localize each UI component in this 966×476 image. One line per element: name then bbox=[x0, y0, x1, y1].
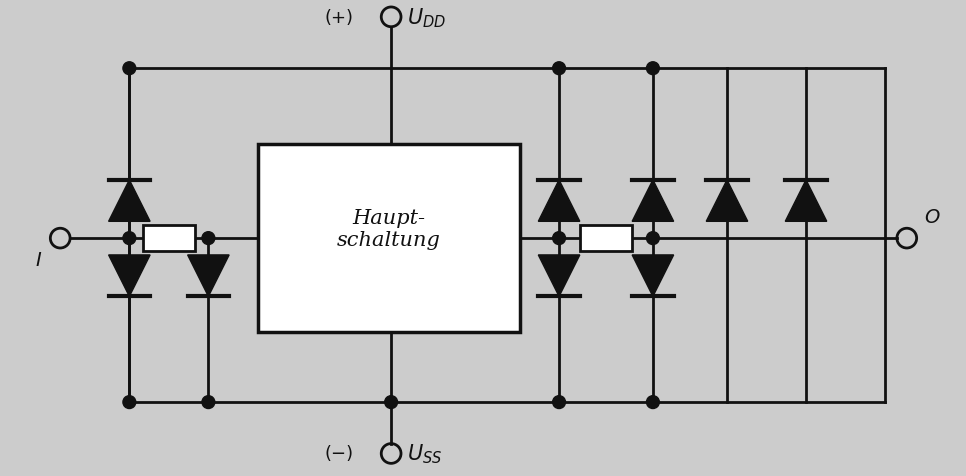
Text: (−): (−) bbox=[325, 445, 354, 463]
Bar bbox=[581, 226, 632, 251]
Polygon shape bbox=[538, 180, 580, 222]
Polygon shape bbox=[632, 256, 673, 297]
Circle shape bbox=[123, 63, 136, 76]
Circle shape bbox=[384, 396, 398, 409]
Circle shape bbox=[553, 232, 565, 245]
Circle shape bbox=[646, 396, 660, 409]
Polygon shape bbox=[706, 180, 748, 222]
Circle shape bbox=[123, 232, 136, 245]
Circle shape bbox=[646, 63, 660, 76]
Polygon shape bbox=[785, 180, 827, 222]
Polygon shape bbox=[538, 256, 580, 297]
Text: $I$: $I$ bbox=[35, 251, 43, 270]
Circle shape bbox=[202, 232, 214, 245]
Polygon shape bbox=[632, 180, 673, 222]
Bar bbox=[258, 145, 520, 332]
Polygon shape bbox=[108, 256, 150, 297]
Circle shape bbox=[553, 396, 565, 409]
Circle shape bbox=[202, 396, 214, 409]
Text: $U_{DD}$: $U_{DD}$ bbox=[407, 6, 446, 30]
Text: $O$: $O$ bbox=[924, 208, 941, 227]
Circle shape bbox=[123, 396, 136, 409]
Text: (+): (+) bbox=[325, 9, 354, 27]
Text: Haupt-
schaltung: Haupt- schaltung bbox=[337, 208, 440, 249]
Polygon shape bbox=[108, 180, 150, 222]
Circle shape bbox=[553, 63, 565, 76]
Polygon shape bbox=[187, 256, 229, 297]
Circle shape bbox=[646, 232, 660, 245]
Text: $U_{SS}$: $U_{SS}$ bbox=[407, 442, 442, 465]
Bar bbox=[143, 226, 194, 251]
